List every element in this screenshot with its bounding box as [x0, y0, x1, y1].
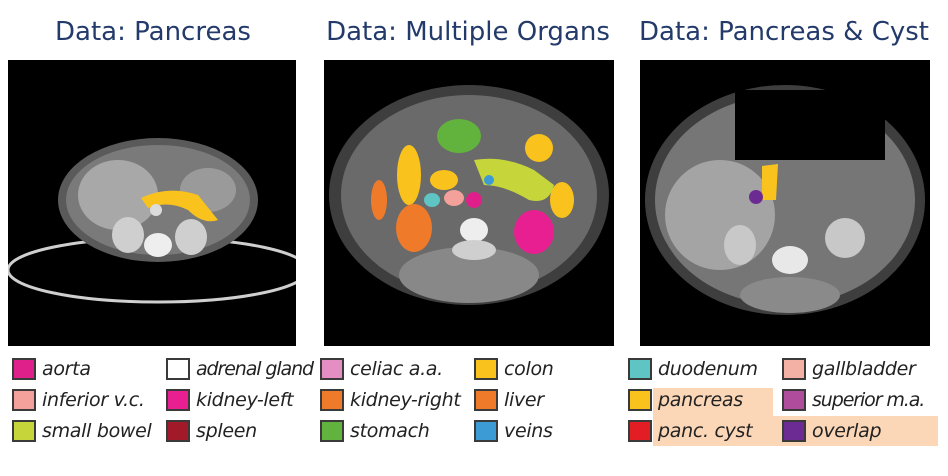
- legend-label-colon: colon: [504, 358, 554, 380]
- legend-label-overlap: overlap: [812, 420, 882, 442]
- legend-label-superior-ma: superior m.a.: [812, 389, 925, 411]
- legend-item-celiac: celiac a.a.: [320, 355, 443, 383]
- legend-item-stomach: stomach: [320, 417, 430, 445]
- legend-item-duodenum: duodenum: [628, 355, 758, 383]
- swatch-gallbladder: [782, 358, 806, 380]
- legend-item-superior-ma: superior m.a.: [782, 386, 925, 414]
- swatch-panc-cyst: [628, 420, 652, 442]
- swatch-stomach: [320, 420, 344, 442]
- legend-item-gallbladder: gallbladder: [782, 355, 916, 383]
- swatch-kidney-right: [320, 389, 344, 411]
- swatch-veins: [474, 420, 498, 442]
- legend-item-spleen: spleen: [166, 417, 257, 445]
- legend-label-small-bowel: small bowel: [42, 420, 152, 442]
- swatch-liver: [474, 389, 498, 411]
- legend-item-kidney-right: kidney-right: [320, 386, 461, 414]
- legend-label-gallbladder: gallbladder: [812, 358, 916, 380]
- legend-item-pancreas: pancreas: [628, 386, 743, 414]
- legend-label-veins: veins: [504, 420, 553, 442]
- ct-image-pancreas: [8, 60, 296, 346]
- swatch-pancreas: [628, 389, 652, 411]
- panel-title-pancreas-cyst: Data: Pancreas & Cyst: [639, 17, 929, 47]
- legend-label-celiac: celiac a.a.: [350, 358, 443, 380]
- legend-label-kidney-right: kidney-right: [350, 389, 461, 411]
- swatch-duodenum: [628, 358, 652, 380]
- legend-label-aorta: aorta: [42, 358, 91, 380]
- swatch-inferior-vc: [12, 389, 36, 411]
- legend-label-adrenal-gland: adrenal gland: [196, 358, 314, 380]
- swatch-colon: [474, 358, 498, 380]
- legend-highlight-pancreas: [653, 388, 773, 416]
- legend-label-liver: liver: [504, 389, 544, 411]
- legend-label-spleen: spleen: [196, 420, 257, 442]
- swatch-celiac: [320, 358, 344, 380]
- legend-item-small-bowel: small bowel: [12, 417, 152, 445]
- legend-label-panc-cyst: panc. cyst: [658, 420, 753, 442]
- swatch-aorta: [12, 358, 36, 380]
- legend-item-colon: colon: [474, 355, 554, 383]
- legend-item-veins: veins: [474, 417, 553, 445]
- legend-label-stomach: stomach: [350, 420, 430, 442]
- swatch-kidney-left: [166, 389, 190, 411]
- legend-label-inferior-vc: inferior v.c.: [42, 389, 145, 411]
- legend-item-aorta: aorta: [12, 355, 91, 383]
- legend-item-kidney-left: kidney-left: [166, 386, 294, 414]
- ct-image-pancreas-cyst: [640, 60, 930, 346]
- legend-item-panc-cyst: panc. cyst: [628, 417, 753, 445]
- swatch-superior-ma: [782, 389, 806, 411]
- ct-image-multiple-organs: [324, 60, 614, 346]
- legend-label-pancreas: pancreas: [658, 389, 743, 411]
- swatch-spleen: [166, 420, 190, 442]
- swatch-small-bowel: [12, 420, 36, 442]
- legend-item-liver: liver: [474, 386, 544, 414]
- swatch-overlap: [782, 420, 806, 442]
- legend-label-duodenum: duodenum: [658, 358, 758, 380]
- legend-item-adrenal-gland: adrenal gland: [166, 355, 314, 383]
- panel-title-pancreas: Data: Pancreas: [55, 17, 251, 47]
- legend-item-overlap: overlap: [782, 417, 882, 445]
- swatch-adrenal-gland: [166, 358, 190, 380]
- legend-item-inferior-vc: inferior v.c.: [12, 386, 145, 414]
- legend-label-kidney-left: kidney-left: [196, 389, 294, 411]
- panel-title-multiple-organs: Data: Multiple Organs: [326, 17, 610, 47]
